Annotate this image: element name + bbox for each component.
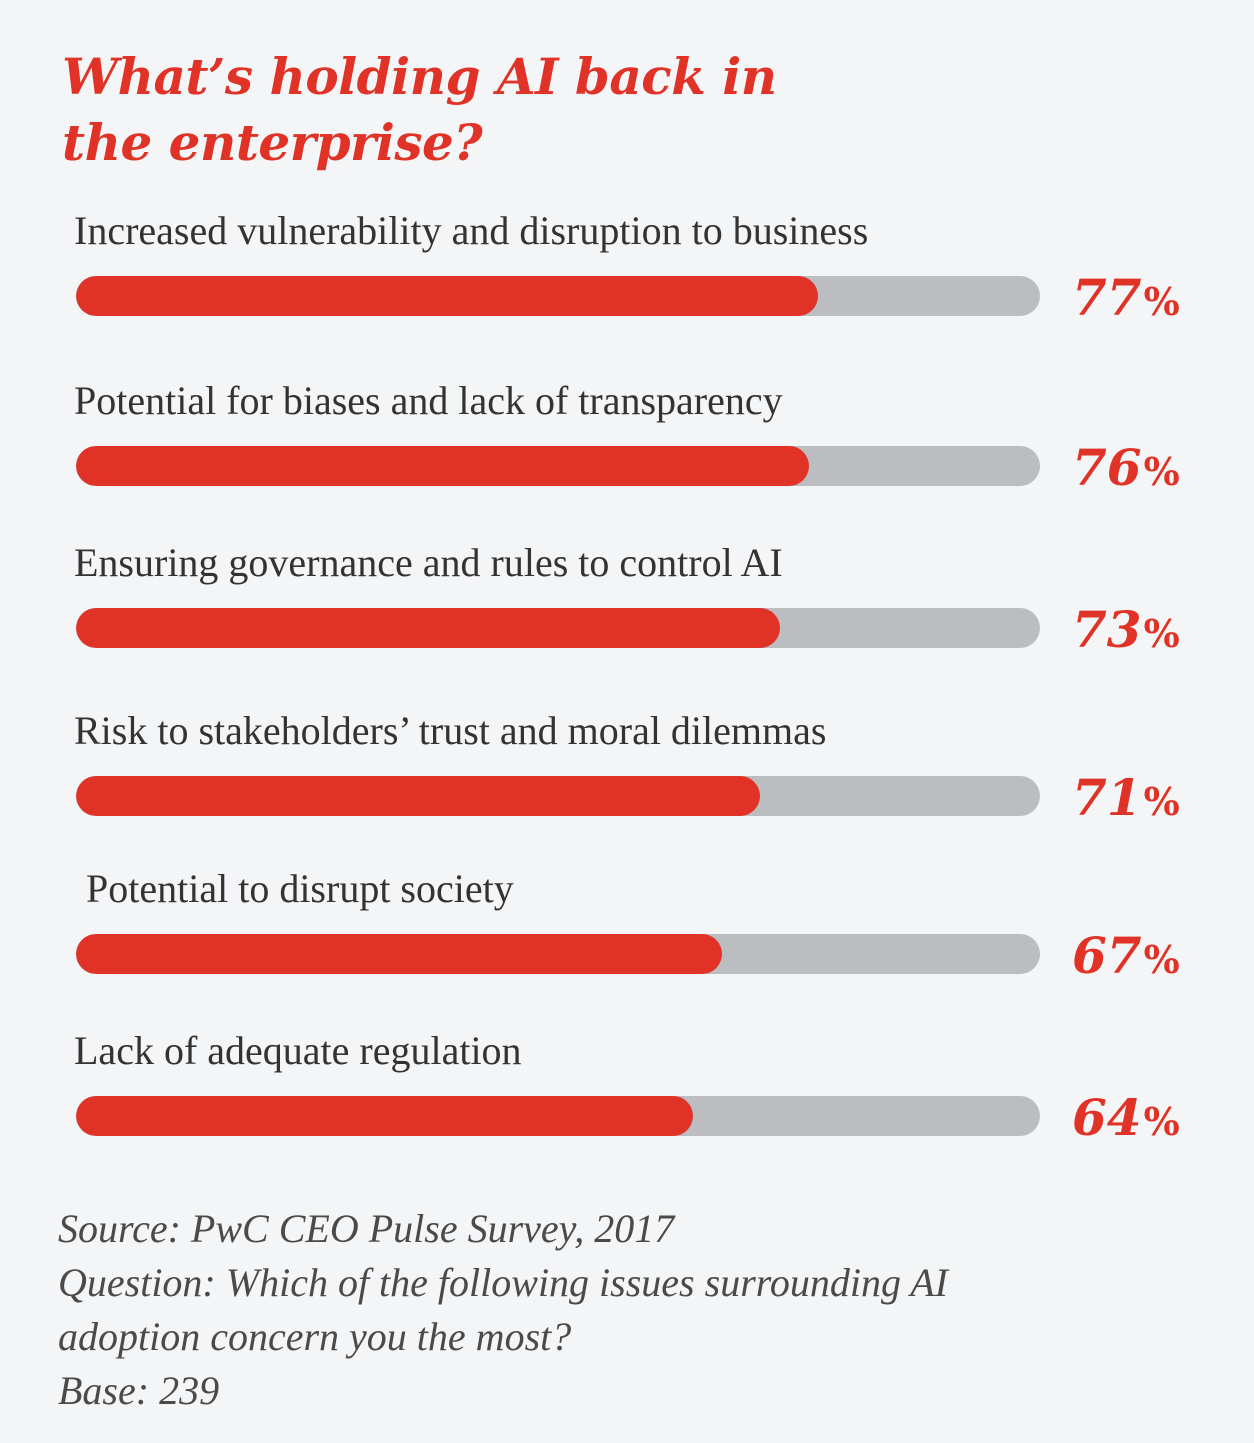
bar-track bbox=[76, 1096, 1040, 1136]
value-label: 67% bbox=[1072, 926, 1180, 990]
value-label: 73% bbox=[1072, 600, 1180, 664]
percent-sign: % bbox=[1143, 937, 1180, 982]
bar-fill bbox=[76, 276, 818, 316]
question-note-line-2: adoption concern you the most? bbox=[58, 1314, 572, 1359]
bar-track bbox=[76, 608, 1040, 648]
category-label: Ensuring governance and rules to control… bbox=[74, 540, 783, 585]
value-label: 77% bbox=[1072, 268, 1180, 332]
bar-track bbox=[76, 276, 1040, 316]
bar-row: Potential for biases and lack of transpa… bbox=[0, 378, 1254, 508]
bar-row: Potential to disrupt society 67% bbox=[0, 866, 1254, 996]
percent-sign: % bbox=[1143, 611, 1180, 656]
percent-sign: % bbox=[1143, 279, 1180, 324]
percent-sign: % bbox=[1143, 449, 1180, 494]
bar-track bbox=[76, 776, 1040, 816]
bar-fill bbox=[76, 934, 722, 974]
value-number: 73 bbox=[1072, 600, 1142, 659]
bar-row: Increased vulnerability and disruption t… bbox=[0, 208, 1254, 338]
value-label: 71% bbox=[1072, 768, 1180, 832]
bar-fill bbox=[76, 776, 760, 816]
question-note-line-1: Question: Which of the following issues … bbox=[58, 1260, 948, 1305]
chart-title-line-1: What’s holding AI back in bbox=[62, 47, 777, 106]
value-label: 64% bbox=[1072, 1088, 1180, 1152]
bar-fill bbox=[76, 608, 780, 648]
chart-title: What’s holding AI back in the enterprise… bbox=[62, 44, 962, 176]
bar-row: Ensuring governance and rules to control… bbox=[0, 540, 1254, 670]
bar-row: Lack of adequate regulation 64% bbox=[0, 1028, 1254, 1158]
bar-row: Risk to stakeholders’ trust and moral di… bbox=[0, 708, 1254, 838]
percent-sign: % bbox=[1143, 1099, 1180, 1144]
value-label: 76% bbox=[1072, 438, 1180, 502]
category-label: Lack of adequate regulation bbox=[74, 1028, 522, 1073]
category-label: Risk to stakeholders’ trust and moral di… bbox=[74, 708, 827, 753]
category-label: Increased vulnerability and disruption t… bbox=[74, 208, 869, 253]
value-number: 76 bbox=[1072, 438, 1142, 497]
footnote: Source: PwC CEO Pulse Survey, 2017 Quest… bbox=[58, 1202, 1208, 1418]
source-note: Source: PwC CEO Pulse Survey, 2017 bbox=[58, 1206, 675, 1251]
chart-title-line-2: the enterprise? bbox=[62, 113, 483, 172]
bar-track bbox=[76, 446, 1040, 486]
value-number: 77 bbox=[1072, 268, 1142, 327]
value-number: 64 bbox=[1072, 1088, 1142, 1147]
value-number: 67 bbox=[1072, 926, 1142, 985]
base-note: Base: 239 bbox=[58, 1368, 220, 1413]
value-number: 71 bbox=[1072, 768, 1142, 827]
category-label: Potential to disrupt society bbox=[86, 866, 514, 911]
percent-sign: % bbox=[1143, 779, 1180, 824]
category-label: Potential for biases and lack of transpa… bbox=[74, 378, 783, 423]
bar-fill bbox=[76, 1096, 693, 1136]
bar-track bbox=[76, 934, 1040, 974]
bar-fill bbox=[76, 446, 809, 486]
